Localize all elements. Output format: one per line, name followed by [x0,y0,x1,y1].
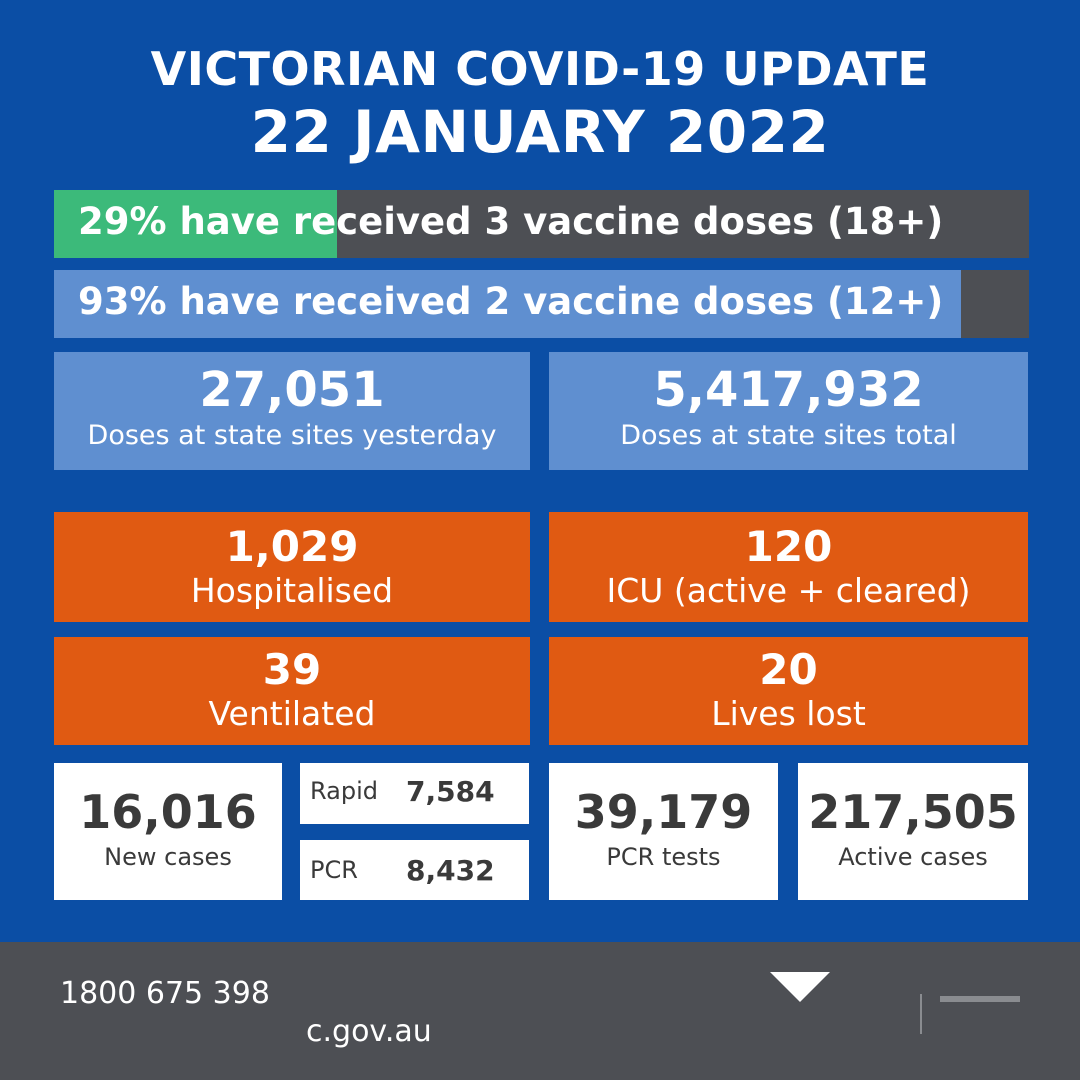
vaccine-2-dose-bar: 93% have received 2 vaccine doses (12+) [54,270,1029,338]
lives-lost-value: 20 [759,645,818,694]
vaccine-3-dose-text: 29% have received 3 vaccine doses (18+) [78,200,944,243]
pcr-label: PCR [310,856,358,884]
pcr-value: 8,432 [406,854,495,887]
new-cases-value: 16,016 [79,785,257,839]
pcr-tests-value: 39,179 [574,785,753,839]
icu-value: 120 [744,522,833,571]
footer: 1800 675 398 c.gov.au [0,942,1080,1080]
doses-total-value: 5,417,932 [653,362,924,418]
rapid-card: Rapid 7,584 [300,763,529,824]
hospitalised-card: 1,029 Hospitalised [54,512,530,622]
hospitalised-value: 1,029 [225,522,359,571]
vaccine-2-dose-fill [54,270,961,338]
rapid-label: Rapid [310,777,378,805]
new-cases-card: 16,016 New cases [54,763,282,900]
active-cases-label: Active cases [838,843,988,871]
active-cases-value: 217,505 [808,785,1018,839]
hospitalised-label: Hospitalised [190,571,394,610]
title-date: 22 JANUARY 2022 [250,98,830,166]
vaccine-2-dose-text: 93% have received 2 vaccine doses (12+) [78,280,944,323]
rapid-value: 7,584 [406,775,495,808]
icu-label: ICU (active + cleared) [606,571,971,610]
lives-lost-card: 20 Lives lost [549,637,1028,745]
pcr-tests-label: PCR tests [606,843,721,871]
new-cases-label: New cases [104,843,232,871]
doses-total-label: Doses at state sites total [620,420,957,451]
pcr-card: PCR 8,432 [300,840,529,900]
doses-yesterday-label: Doses at state sites yesterday [87,420,497,451]
vaccine-3-dose-fill [54,190,337,258]
ventilated-label: Ventilated [208,694,376,733]
title-line-1: VICTORIAN COVID-19 UPDATE [150,42,930,96]
ventilated-card: 39 Ventilated [54,637,530,745]
doses-yesterday-card: 27,051 Doses at state sites yesterday [54,352,530,470]
footer-website[interactable]: c.gov.au [306,1014,432,1049]
doses-total-card: 5,417,932 Doses at state sites total [549,352,1028,470]
vaccine-3-dose-bar: 29% have received 3 vaccine doses (18+) [54,190,1029,258]
ventilated-value: 39 [262,645,322,694]
pcr-tests-card: 39,179 PCR tests [549,763,778,900]
lives-lost-label: Lives lost [711,694,866,733]
icu-card: 120 ICU (active + cleared) [549,512,1028,622]
doses-yesterday-value: 27,051 [199,362,385,418]
footer-phone: 1800 675 398 [60,976,270,1011]
government-logo-icon [770,972,1020,1034]
active-cases-card: 217,505 Active cases [798,763,1028,900]
